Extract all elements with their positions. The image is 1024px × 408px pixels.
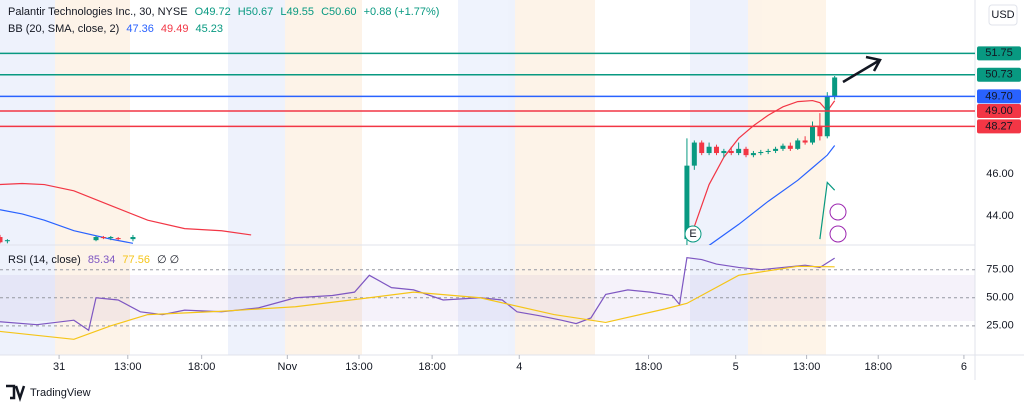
ohlc: C50.60 (321, 6, 357, 18)
brand-logo (6, 384, 26, 402)
level-label: 49.70 (985, 90, 1013, 102)
session-bands (0, 0, 826, 355)
level-label-box (977, 89, 1021, 104)
event-icon[interactable] (829, 203, 847, 221)
level-label: 48.27 (985, 120, 1013, 132)
rsi-title: RSI (14, close) (8, 254, 81, 266)
series-line (0, 265, 835, 340)
level-label: 51.75 (985, 47, 1013, 59)
event-icon[interactable] (829, 225, 847, 243)
candle-body (780, 145, 786, 149)
x-tick-label: 18:00 (864, 361, 892, 373)
y-tick-label: 44.00 (986, 210, 1014, 222)
candle-body (832, 77, 838, 96)
level-label: 50.73 (985, 69, 1013, 81)
candle-body (721, 150, 727, 154)
x-tick-label: 18:00 (418, 361, 446, 373)
series-line (708, 145, 836, 245)
series-line (0, 209, 134, 244)
bb-value: 49.49 (160, 23, 189, 35)
bb-title: BB (20, SMA, close, 2) (8, 23, 120, 35)
y-tick-label: 75.00 (986, 264, 1014, 276)
legend-bb: BB (20, SMA, close, 2) 47.36 49.49 45.23 (8, 23, 227, 35)
level-label: 49.00 (985, 105, 1013, 117)
bb-value: 47.36 (126, 23, 154, 35)
legend-rsi: RSI (14, close) 85.34 77.56 ∅ ∅ (8, 253, 183, 266)
y-tick-label: 50.00 (986, 292, 1014, 304)
candle-body (817, 125, 823, 137)
candle-body (93, 237, 99, 241)
candle-body (743, 148, 749, 156)
y-tick-label: 25.00 (986, 320, 1014, 332)
series-line (0, 257, 835, 332)
candle-body (684, 165, 690, 240)
candle-body (108, 237, 114, 239)
earnings-icon[interactable] (684, 225, 702, 243)
level-label-box (977, 46, 1021, 61)
bb-value: 45.23 (195, 23, 224, 35)
y-tick-label: 46.00 (986, 168, 1014, 180)
level-label-box (977, 104, 1021, 119)
candle-body (130, 237, 136, 240)
candle-body (802, 140, 808, 143)
candle-body (4, 240, 10, 242)
x-tick-label: 13:00 (114, 361, 142, 373)
currency[interactable]: USD (991, 9, 1014, 21)
candle-body (795, 140, 801, 149)
x-tick-label: 13:00 (793, 361, 821, 373)
candle-body (115, 238, 121, 240)
rsi-value: 77.56 (122, 254, 150, 266)
overlay: 51.75 50.73 49.70 49.00 48.27 (0, 46, 1021, 134)
change: +0.88 (+1.77%) (363, 6, 440, 18)
x-tick-label: 4 (516, 361, 522, 373)
ohlc: H50.67 (237, 6, 274, 18)
level-label-box (977, 119, 1021, 134)
rsi-value: 85.34 (87, 254, 116, 266)
candle-body (699, 142, 705, 154)
candle-body (728, 150, 734, 154)
candle-body (773, 148, 779, 151)
ohlc: L49.55 (280, 6, 314, 18)
x-tick-label: 31 (53, 361, 65, 373)
x-tick-label: 13:00 (345, 361, 373, 373)
candle-body (706, 146, 712, 154)
arrow-drawing (842, 55, 882, 84)
symbol: Palantir Technologies Inc., 30, NYSE (8, 6, 188, 18)
brand: TradingView (30, 387, 91, 399)
candle-body (713, 146, 719, 154)
candle-body (787, 145, 793, 149)
x-tick-label: 5 (733, 361, 739, 373)
candle-body (691, 142, 697, 166)
currency-box[interactable] (988, 4, 1018, 26)
ohlc: O49.72 (194, 6, 231, 18)
candle-body (824, 96, 830, 137)
x-tick-label: 6 (961, 361, 967, 373)
candle-body (100, 237, 106, 239)
series-line (0, 182, 252, 236)
candle-body (750, 153, 756, 156)
legend-main: Palantir Technologies Inc., 30, NYSE O49… (8, 6, 443, 18)
candle-body (0, 237, 3, 243)
earnings-marker[interactable]: E (689, 228, 696, 240)
level-label-box (977, 67, 1021, 82)
rsi-value: ∅ ∅ (157, 254, 180, 266)
candle-body (758, 151, 764, 154)
x-tick-label: Nov (278, 361, 298, 373)
candle-body (765, 150, 771, 152)
rsi-pane (0, 257, 975, 340)
candle-body (736, 148, 742, 154)
x-tick-label: 18:00 (188, 361, 216, 373)
series-line (819, 181, 836, 240)
x-tick-label: 18:00 (635, 361, 663, 373)
candle-body (810, 125, 815, 143)
